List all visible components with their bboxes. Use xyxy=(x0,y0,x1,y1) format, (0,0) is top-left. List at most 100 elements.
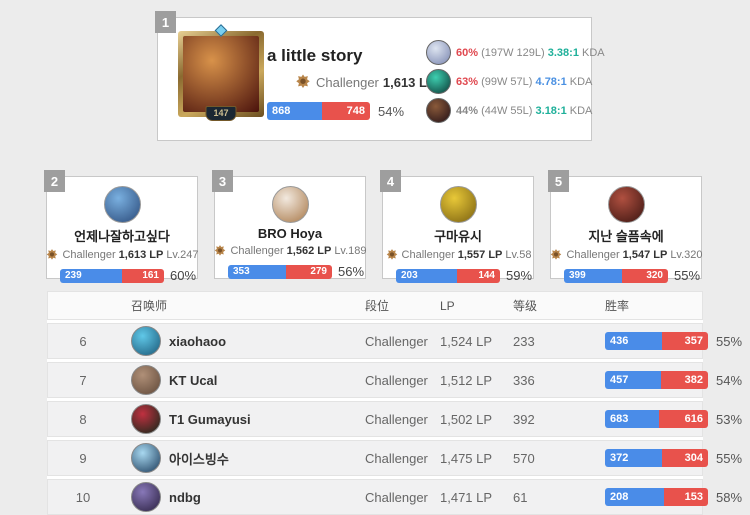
losses-segment: 616 xyxy=(659,410,708,428)
row-tier: Challenger xyxy=(365,489,428,505)
header-level: 等级 xyxy=(513,299,538,313)
winrate-value: 54% xyxy=(378,103,405,119)
player-name[interactable]: 언제나잘하고싶다 xyxy=(74,229,170,244)
tier-label: Challenger xyxy=(566,249,620,261)
player-avatar xyxy=(131,326,161,356)
champion-stat-row: 44% (44W 55L) 3.18:1 KDA xyxy=(426,98,605,123)
losses-segment: 144 xyxy=(456,268,500,283)
player-avatar xyxy=(439,186,477,223)
wins-segment: 239 xyxy=(60,268,123,283)
row-level: 336 xyxy=(513,372,535,388)
challenger-crest-icon xyxy=(386,249,397,260)
table-row[interactable]: 10 ndbg Challenger 1,471 LP 61 208 153 5… xyxy=(47,479,742,515)
header-tier: 段位 xyxy=(365,299,390,313)
player-name[interactable]: KT Ucal xyxy=(169,372,218,388)
champ-winrate: 44% xyxy=(456,104,479,117)
champ-kda: 4.78:1 xyxy=(535,75,567,88)
table-row[interactable]: 8 T1 Gumayusi Challenger 1,502 LP 392 68… xyxy=(47,401,742,437)
player-name[interactable]: BRO Hoya xyxy=(257,226,323,241)
row-tier: Challenger xyxy=(365,372,428,388)
table-body: 6 xiaohaoo Challenger 1,524 LP 233 436 3… xyxy=(47,323,742,515)
player-card-rank4[interactable]: 4 구마유시 Challenger 1,557 LP Lv.58 203 144… xyxy=(380,170,534,283)
row-winrate: 208 153 58% xyxy=(585,488,742,506)
table-header: 召唤师 段位 LP 等级 胜率 xyxy=(47,291,703,320)
winloss-row: 353 279 56% xyxy=(228,264,365,279)
player-name[interactable]: 구마유시 xyxy=(434,229,482,244)
row-tier: Challenger xyxy=(365,450,428,466)
lp-value: 1,613 LP xyxy=(382,74,436,90)
winloss-row: 868 748 54% xyxy=(267,102,404,120)
row-rank: 7 xyxy=(79,372,87,388)
header-winrate: 胜率 xyxy=(605,299,630,313)
rank-badge: 3 xyxy=(212,170,233,192)
player-name[interactable]: ndbg xyxy=(169,489,201,505)
winrate-value: 58% xyxy=(716,489,743,505)
champ-kda: 3.18:1 xyxy=(535,104,567,117)
winrate-value: 55% xyxy=(716,333,743,349)
row-level: 392 xyxy=(513,411,535,427)
champion-stats: 60% (197W 129L) 3.38:1 KDA 63% (99W 57L)… xyxy=(426,40,605,123)
row-winrate: 372 304 55% xyxy=(585,449,742,467)
player-name[interactable]: xiaohaoo xyxy=(169,333,227,349)
row-rank: 9 xyxy=(79,450,87,466)
summoner-level-badge: 147 xyxy=(205,106,237,121)
row-rank: 10 xyxy=(75,489,91,505)
row-winrate: 436 357 55% xyxy=(585,332,742,350)
champion-icon xyxy=(426,40,451,65)
kda-label: KDA xyxy=(569,75,593,88)
top-player-card[interactable]: 1 147 a little story Challenger 1,613 LP… xyxy=(155,11,605,141)
player-avatar xyxy=(131,404,161,434)
row-lp: 1,475 LP xyxy=(440,450,493,466)
player-avatar xyxy=(607,186,645,223)
row-rank: 8 xyxy=(79,411,87,427)
row-level: 570 xyxy=(513,450,535,466)
tier-label: Challenger xyxy=(401,249,455,261)
player-name[interactable]: 지난 슬픔속에 xyxy=(588,229,664,244)
losses-segment: 748 xyxy=(322,102,370,120)
tier-label: Challenger xyxy=(62,249,116,261)
player-avatar-frame: 147 xyxy=(178,24,264,121)
top-cards-row: 2 언제나잘하고싶다 Challenger 1,613 LP Lv.247 23… xyxy=(44,170,703,283)
rank-badge: 2 xyxy=(44,170,65,192)
row-summoner: ndbg xyxy=(118,482,365,512)
player-name[interactable]: a little story xyxy=(267,46,363,65)
header-summoner: 召唤师 xyxy=(131,299,168,313)
player-name[interactable]: T1 Gumayusi xyxy=(169,411,251,427)
row-summoner: 아이스빙수 xyxy=(118,443,365,473)
row-tier: Challenger xyxy=(365,333,428,349)
player-avatar xyxy=(271,186,309,223)
player-card-rank5[interactable]: 5 지난 슬픔속에 Challenger 1,547 LP Lv.320 399… xyxy=(548,170,703,283)
row-level: 233 xyxy=(513,333,535,349)
table-row[interactable]: 9 아이스빙수 Challenger 1,475 LP 570 372 304 … xyxy=(47,440,742,476)
wins-segment: 399 xyxy=(564,268,622,283)
player-card-rank3[interactable]: 3 BRO Hoya Challenger 1,562 LP Lv.189 35… xyxy=(212,170,367,279)
rank-badge: 4 xyxy=(380,170,401,192)
losses-segment: 304 xyxy=(661,449,708,467)
winloss-bar: 372 304 xyxy=(605,449,708,467)
losses-segment: 382 xyxy=(661,371,708,389)
row-rank: 6 xyxy=(79,333,87,349)
winloss-bar: 208 153 xyxy=(605,488,708,506)
tier-line: Challenger 1,613 LP Lv.247 xyxy=(47,248,199,262)
frame-gem-icon xyxy=(214,24,228,37)
winloss-bar: 353 279 xyxy=(228,264,332,279)
losses-segment: 320 xyxy=(621,268,668,283)
table-row[interactable]: 7 KT Ucal Challenger 1,512 LP 336 457 38… xyxy=(47,362,742,398)
lp-value: 1,613 LP xyxy=(118,249,164,261)
champ-winrate: 60% xyxy=(456,46,479,59)
player-card-rank2[interactable]: 2 언제나잘하고싶다 Challenger 1,613 LP Lv.247 23… xyxy=(44,170,199,283)
table-row[interactable]: 6 xiaohaoo Challenger 1,524 LP 233 436 3… xyxy=(47,323,742,359)
wins-segment: 868 xyxy=(267,102,323,120)
champ-record: (99W 57L) xyxy=(481,75,533,88)
winloss-bar: 203 144 xyxy=(396,268,500,283)
player-avatar xyxy=(103,186,141,223)
winloss-bar: 868 748 xyxy=(267,102,370,120)
player-name[interactable]: 아이스빙수 xyxy=(169,451,229,467)
player-avatar xyxy=(131,482,161,512)
lp-value: 1,547 LP xyxy=(622,249,668,261)
winrate-value: 55% xyxy=(674,268,701,283)
kda-label: KDA xyxy=(582,46,605,59)
player-avatar xyxy=(131,365,161,395)
lp-value: 1,562 LP xyxy=(286,245,332,257)
challenger-crest-icon xyxy=(296,74,310,88)
